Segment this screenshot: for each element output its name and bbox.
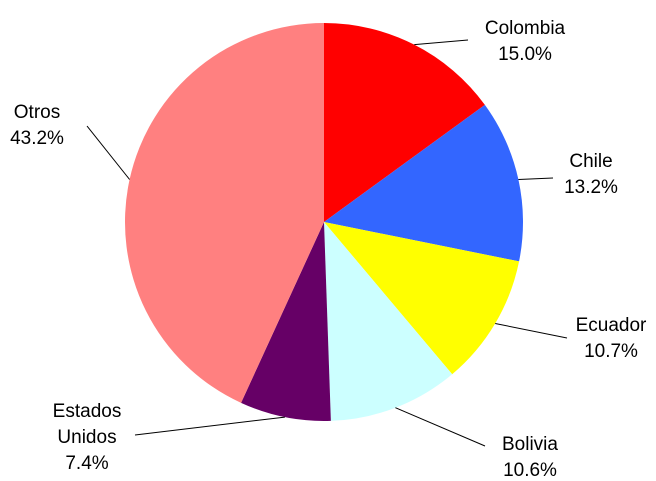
slice-label-estados-unidos: Estados Unidos 7.4%	[53, 401, 122, 474]
slice-label-otros: Otros 43.2%	[10, 102, 64, 149]
leader-line-estados-unidos	[134, 416, 285, 436]
slice-name-chile: Chile	[569, 151, 612, 172]
pie-slice-bolivia	[324, 222, 453, 421]
leader-lines-layer	[86, 39, 568, 447]
slice-label-bolivia: Bolivia 10.6%	[502, 434, 558, 481]
slice-name-ecuador: Ecuador	[576, 315, 647, 336]
slice-label-chile: Chile 13.2%	[564, 151, 618, 198]
slices-layer	[124, 23, 523, 421]
leader-line-colombia	[414, 39, 469, 46]
slice-label-colombia: Colombia 15.0%	[485, 18, 566, 65]
pie-slice-otros	[124, 23, 324, 403]
slice-name-bolivia: Bolivia	[502, 434, 558, 455]
leader-line-bolivia	[395, 407, 486, 447]
slice-labels-layer: Colombia 15.0% Chile 13.2% Ecuador 10.7% Boliv…	[10, 18, 647, 481]
slice-label-ecuador: Ecuador 10.7%	[576, 315, 647, 362]
leader-line-ecuador	[495, 323, 568, 339]
leader-line-chile	[518, 177, 554, 180]
slice-value-chile: 13.2%	[564, 177, 618, 198]
slice-value-otros: 43.2%	[10, 128, 64, 149]
slice-name-estados-unidos: Unidos	[57, 427, 116, 448]
pie-slice-colombia	[324, 23, 485, 222]
slice-name-colombia: Colombia	[485, 18, 566, 39]
slice-value-ecuador: 10.7%	[584, 341, 638, 362]
pie-slice-estados-unidos	[241, 222, 331, 421]
slice-value-estados-unidos: 7.4%	[65, 453, 108, 474]
leader-line-otros	[86, 125, 130, 180]
slice-value-colombia: 15.0%	[498, 44, 552, 65]
slice-value-bolivia: 10.6%	[503, 460, 557, 481]
pie-slice-chile	[324, 104, 523, 262]
pie-slice-ecuador	[324, 222, 520, 375]
slice-name-estados-unidos: Estados	[53, 401, 122, 422]
slice-name-otros: Otros	[14, 102, 60, 123]
